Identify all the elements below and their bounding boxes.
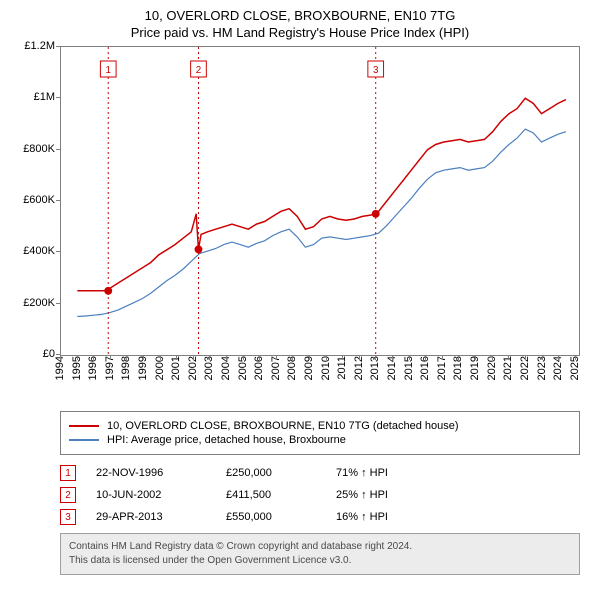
event-price: £411,500 <box>226 489 336 501</box>
y-tick-label: £800K <box>10 143 55 155</box>
event-date: 29-APR-2013 <box>96 511 226 523</box>
legend-swatch <box>69 439 99 441</box>
legend-label: HPI: Average price, detached house, Brox… <box>107 434 346 446</box>
svg-text:1: 1 <box>106 65 112 76</box>
legend-label: 10, OVERLORD CLOSE, BROXBOURNE, EN10 7TG… <box>107 420 459 432</box>
event-badge: 1 <box>60 465 76 481</box>
y-tick-label: £600K <box>10 194 55 206</box>
footer-attribution: Contains HM Land Registry data © Crown c… <box>60 533 580 575</box>
event-pct: 25% ↑ HPI <box>336 489 436 501</box>
event-pct: 16% ↑ HPI <box>336 511 436 523</box>
event-row: 3 29-APR-2013 £550,000 16% ↑ HPI <box>60 509 580 525</box>
plot-frame: 1 2 3 <box>60 46 580 356</box>
footer-line: Contains HM Land Registry data © Crown c… <box>69 540 571 554</box>
y-tick-label: £1M <box>10 91 55 103</box>
y-tick-label: £200K <box>10 297 55 309</box>
title-block: 10, OVERLORD CLOSE, BROXBOURNE, EN10 7TG… <box>10 8 590 40</box>
chart-container: 10, OVERLORD CLOSE, BROXBOURNE, EN10 7TG… <box>0 0 600 585</box>
event-date: 22-NOV-1996 <box>96 467 226 479</box>
svg-text:2: 2 <box>196 65 201 76</box>
event-price: £550,000 <box>226 511 336 523</box>
event-price: £250,000 <box>226 467 336 479</box>
events-table: 1 22-NOV-1996 £250,000 71% ↑ HPI 2 10-JU… <box>60 465 580 525</box>
event-badge: 3 <box>60 509 76 525</box>
chart-title-address: 10, OVERLORD CLOSE, BROXBOURNE, EN10 7TG <box>10 8 590 23</box>
footer-line: This data is licensed under the Open Gov… <box>69 554 571 568</box>
event-pct: 71% ↑ HPI <box>336 467 436 479</box>
y-tick-label: £400K <box>10 245 55 257</box>
plot-svg: 1 2 3 <box>61 47 579 355</box>
legend: 10, OVERLORD CLOSE, BROXBOURNE, EN10 7TG… <box>60 411 580 455</box>
legend-row: 10, OVERLORD CLOSE, BROXBOURNE, EN10 7TG… <box>69 420 571 432</box>
event-row: 1 22-NOV-1996 £250,000 71% ↑ HPI <box>60 465 580 481</box>
event-badge: 2 <box>60 487 76 503</box>
y-tick-label: £1.2M <box>10 40 55 52</box>
legend-row: HPI: Average price, detached house, Brox… <box>69 434 571 446</box>
chart-title-sub: Price paid vs. HM Land Registry's House … <box>10 25 590 40</box>
event-row: 2 10-JUN-2002 £411,500 25% ↑ HPI <box>60 487 580 503</box>
svg-text:3: 3 <box>373 65 379 76</box>
plot-area: 123 £0£200K£400K£600K£800K£1M£1.2M 19941… <box>60 46 580 356</box>
y-tick-label: £0 <box>10 348 55 360</box>
event-date: 10-JUN-2002 <box>96 489 226 501</box>
legend-swatch <box>69 425 99 427</box>
